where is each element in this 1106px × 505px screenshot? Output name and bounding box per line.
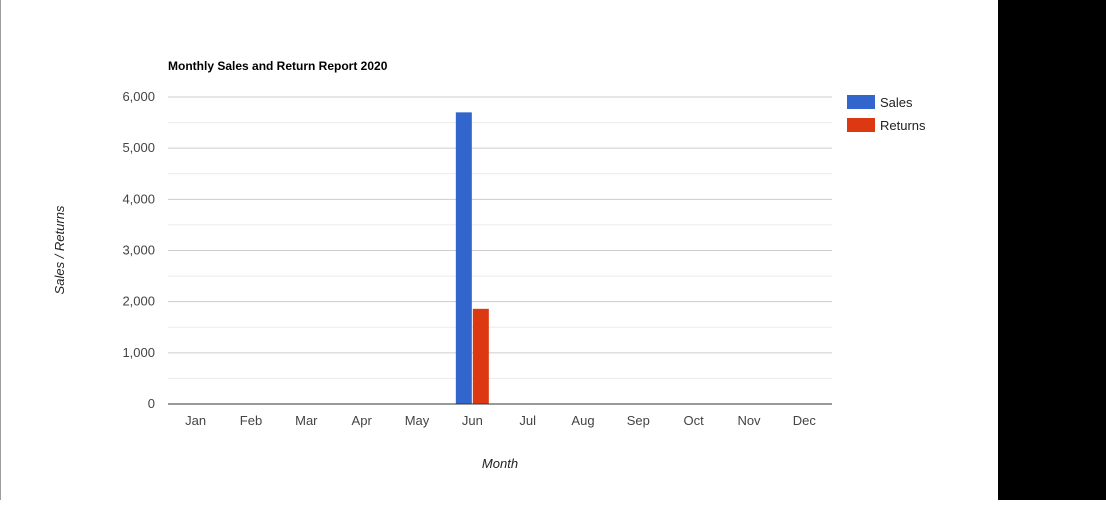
y-tick-label: 3,000: [122, 243, 155, 258]
chart-title: Monthly Sales and Return Report 2020: [168, 59, 388, 73]
side-panel: [998, 0, 1106, 500]
bar-sales-jun[interactable]: [455, 112, 472, 404]
y-tick-label: 2,000: [122, 294, 155, 309]
gridlines: [168, 96, 832, 379]
chart-frame: Monthly Sales and Return Report 2020 0 1,…: [0, 0, 927, 500]
legend-swatch-sales[interactable]: [847, 95, 875, 109]
x-tick-label: Jan: [185, 413, 206, 428]
bar-chart: Monthly Sales and Return Report 2020 0 1,…: [52, 59, 926, 471]
x-tick-label: Dec: [793, 413, 817, 428]
legend: Sales Returns: [847, 95, 926, 133]
x-tick-label: Apr: [352, 413, 373, 428]
y-axis-ticks: 0 1,000 2,000 3,000 4,000 5,000 6,000: [122, 89, 155, 411]
x-tick-label: Mar: [295, 413, 318, 428]
y-tick-label: 6,000: [122, 89, 155, 104]
x-axis-label: Month: [482, 456, 518, 471]
x-tick-label: Oct: [684, 413, 705, 428]
legend-label-returns[interactable]: Returns: [880, 118, 926, 133]
bar-returns-jun[interactable]: [472, 308, 489, 404]
x-axis-ticks: Jan Feb Mar Apr May Jun Jul Aug Sep Oct Nov Dec: [185, 413, 816, 428]
legend-label-sales[interactable]: Sales: [880, 95, 913, 110]
y-tick-label: 1,000: [122, 345, 155, 360]
y-tick-label: 5,000: [122, 140, 155, 155]
x-tick-label: May: [405, 413, 430, 428]
x-tick-label: Aug: [571, 413, 594, 428]
y-tick-label: 4,000: [122, 191, 155, 206]
x-tick-label: Nov: [737, 413, 761, 428]
x-tick-label: Jul: [519, 413, 536, 428]
y-axis-label: Sales / Returns: [52, 205, 67, 294]
y-tick-label: 0: [148, 396, 155, 411]
x-tick-label: Sep: [627, 413, 650, 428]
bars: [455, 112, 489, 404]
x-tick-label: Feb: [240, 413, 262, 428]
x-tick-label: Jun: [462, 413, 483, 428]
legend-swatch-returns[interactable]: [847, 118, 875, 132]
